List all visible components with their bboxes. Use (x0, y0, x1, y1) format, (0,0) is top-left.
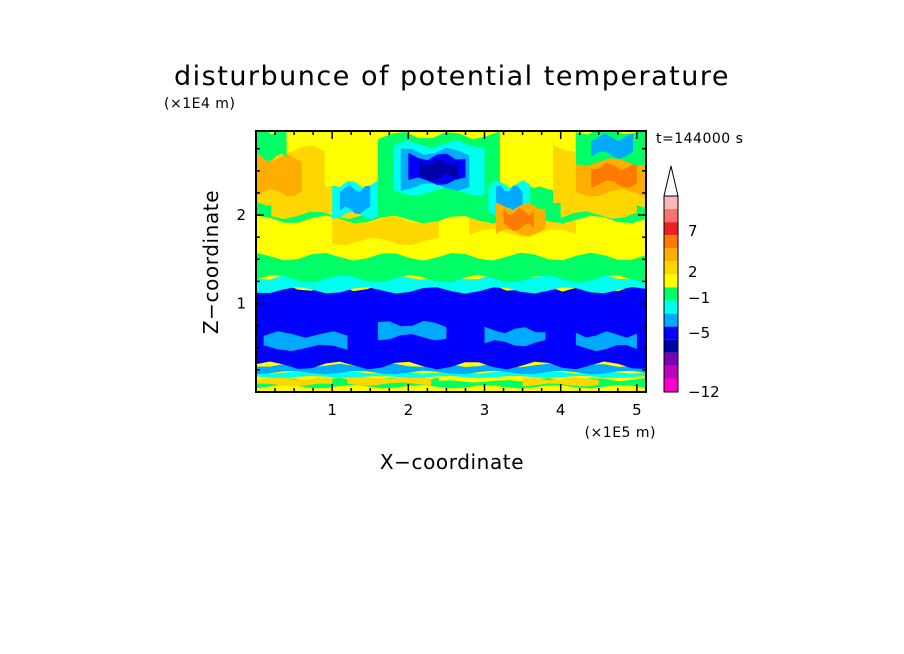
colorbar-swatch (664, 209, 678, 223)
chart-title: disturbunce of potential temperature (174, 61, 730, 92)
colorbar-swatch (664, 326, 678, 340)
colorbar-label: 2 (688, 263, 698, 281)
contour-band-7 (256, 363, 646, 375)
contour-band-9 (263, 331, 348, 351)
x-axis-label: X−coordinate (380, 450, 524, 474)
contour-band-33 (339, 184, 371, 215)
y-tick-label: 2 (236, 206, 246, 224)
contour-band-12 (575, 331, 637, 352)
y-scale-label: (×1E4 m) (164, 96, 235, 112)
colorbar-label: −1 (688, 289, 710, 307)
y-tick-label: 1 (236, 295, 246, 313)
colorbar-labels: 7 2 −1 −5 −12 (688, 222, 720, 401)
x-tick-label: 2 (404, 401, 414, 419)
x-tick-label: 1 (327, 401, 337, 419)
colorbar-label: 7 (688, 222, 698, 240)
contour-band-16 (332, 215, 439, 246)
contour-band-10 (377, 320, 447, 341)
colorbar-swatch (664, 365, 678, 379)
contour-band-2 (256, 377, 333, 387)
contour-band-6 (256, 371, 646, 379)
contour-band-23 (256, 153, 302, 197)
contour-band-40 (256, 131, 287, 161)
contour-band-26 (591, 162, 637, 188)
colorbar-swatch (664, 313, 678, 327)
time-label: t=144000 s (656, 131, 743, 147)
colorbar-swatch (664, 339, 678, 353)
x-scale-label: (×1E5 m) (585, 425, 656, 441)
contour-band-31 (419, 158, 458, 182)
plot-frame (255, 130, 647, 393)
colorbar-frame (663, 195, 679, 393)
colorbar-label: −12 (688, 383, 720, 401)
contour-band-3 (347, 376, 432, 386)
colorbar-swatch (664, 261, 678, 275)
x-axis-ticks: 1 2 3 4 5 (274, 131, 642, 419)
colorbar-swatch (664, 196, 678, 210)
x-tick-label: 3 (480, 401, 490, 419)
colorbar-swatch (664, 352, 678, 366)
contour-band-11 (484, 326, 546, 347)
x-tick-label: 5 (632, 401, 642, 419)
contour-band-37 (503, 207, 534, 232)
colorbar-swatch (664, 248, 678, 262)
contour-field (256, 131, 646, 392)
colorbar-swatch (664, 300, 678, 314)
x-tick-label: 4 (556, 401, 566, 419)
colorbar-swatch (664, 274, 678, 288)
colorbar-swatch (664, 235, 678, 249)
contour-band-39 (591, 133, 634, 159)
contour-bands (256, 131, 646, 392)
colorbar-swatch (664, 378, 678, 392)
contour-band-8 (256, 283, 646, 370)
contour-band-4 (522, 377, 599, 387)
colorbar-extend-arrow (663, 165, 679, 197)
contour-band-13 (256, 273, 646, 294)
colorbar-swatch (664, 222, 678, 236)
colorbar (663, 165, 679, 393)
colorbar-label: −5 (688, 324, 710, 342)
colorbar-swatch (664, 287, 678, 301)
y-axis-ticks: 12 (236, 147, 646, 371)
contour-band-5 (438, 375, 508, 383)
y-axis-label: Z−coordinate (199, 190, 223, 334)
